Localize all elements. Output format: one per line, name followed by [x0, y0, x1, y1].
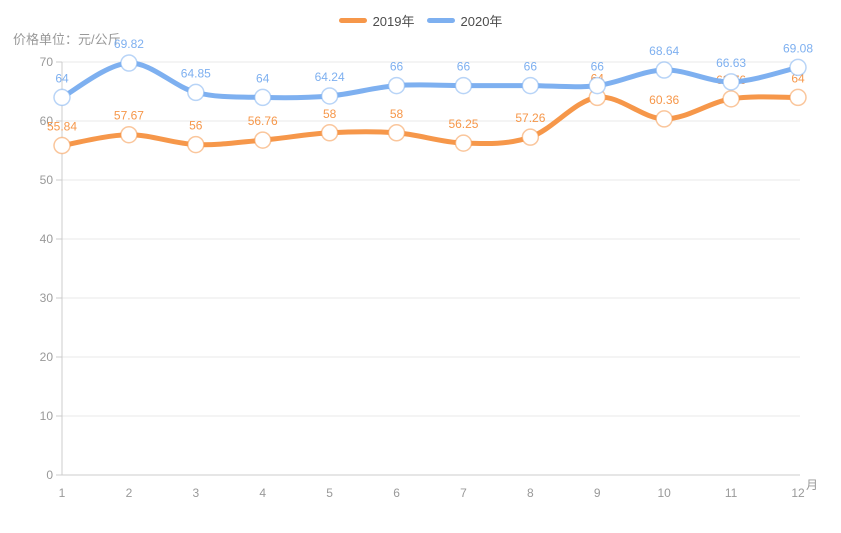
value-label: 66 [457, 60, 471, 74]
value-label: 69.08 [783, 41, 813, 55]
legend-item-2020年[interactable]: 2020年 [426, 11, 503, 30]
value-label: 64.24 [315, 70, 345, 84]
point-2019年-1[interactable] [53, 136, 71, 155]
x-axis-unit-label: 月 [806, 478, 819, 492]
y-axis-label: 20 [40, 350, 54, 364]
legend: 2019年 2020年 [0, 11, 841, 30]
point-2020年-8[interactable] [521, 76, 540, 95]
x-axis-label: 11 [725, 486, 738, 500]
point-2019年-2[interactable] [120, 125, 138, 144]
value-label: 55.84 [47, 120, 77, 134]
x-axis-label: 12 [791, 486, 805, 500]
y-axis-label: 30 [40, 291, 54, 305]
value-label: 66 [524, 60, 538, 74]
legend-marker [338, 18, 367, 23]
point-2019年-7[interactable] [454, 134, 473, 152]
value-label: 66.63 [716, 56, 746, 70]
value-label: 64 [55, 71, 69, 85]
point-2020年-4[interactable] [253, 88, 272, 107]
x-axis-label: 3 [192, 486, 199, 500]
value-label: 66 [591, 60, 605, 74]
point-2020年-9[interactable] [588, 76, 607, 95]
point-2020年-12[interactable] [789, 58, 807, 77]
x-axis-label: 7 [460, 486, 467, 500]
x-axis-label: 1 [59, 486, 66, 500]
y-axis-label: 50 [40, 173, 54, 187]
point-2020年-7[interactable] [454, 76, 473, 95]
x-axis-label: 2 [126, 486, 133, 500]
point-2019年-6[interactable] [387, 124, 406, 142]
legend-label: 2019年 [372, 14, 415, 29]
point-2020年-5[interactable] [320, 87, 339, 105]
x-axis-label: 8 [527, 486, 534, 500]
value-label: 57.26 [515, 111, 545, 125]
point-2020年-11[interactable] [722, 73, 740, 91]
value-label: 64 [256, 71, 270, 85]
value-label: 56.25 [448, 117, 478, 131]
series-2020年: 64 69.82 64.85 64 64.24 66 66 66 66 68.64 66.63 69.… [53, 37, 813, 107]
y-axis-label: 0 [46, 468, 53, 482]
point-2019年-11[interactable] [722, 90, 740, 108]
value-label: 69.82 [114, 37, 144, 51]
value-label: 57.67 [114, 109, 144, 123]
y-axis-label: 70 [40, 55, 54, 69]
series-line [59, 60, 801, 101]
point-2020年-1[interactable] [53, 88, 71, 107]
point-2020年-10[interactable] [655, 61, 673, 79]
x-axis-label: 4 [259, 486, 266, 500]
legend-item-2019年[interactable]: 2019年 [338, 11, 415, 30]
point-2019年-8[interactable] [521, 128, 540, 146]
point-2019年-10[interactable] [655, 110, 673, 128]
x-axis-label: 6 [393, 486, 400, 500]
point-2019年-5[interactable] [320, 124, 339, 142]
y-axis-label: 10 [40, 409, 54, 423]
x-axis-label: 5 [326, 486, 333, 500]
value-label: 58 [323, 107, 337, 121]
value-label: 68.64 [649, 44, 679, 58]
point-2020年-6[interactable] [387, 76, 406, 95]
y-axis-label: 60 [40, 114, 54, 128]
value-label: 56.76 [248, 114, 278, 128]
point-2020年-3[interactable] [187, 83, 205, 102]
point-2019年-4[interactable] [253, 131, 272, 149]
point-2019年-3[interactable] [187, 135, 205, 154]
legend-label: 2020年 [460, 14, 503, 29]
y-axis-label: 40 [40, 232, 54, 246]
point-2019年-12[interactable] [789, 88, 807, 107]
value-label: 56 [189, 119, 203, 133]
y-axis-unit-label: 价格单位：元/公斤 [13, 32, 121, 47]
x-axis-label: 9 [594, 486, 601, 500]
value-label: 60.36 [649, 93, 679, 107]
value-label: 66 [390, 60, 404, 74]
value-label: 64.85 [181, 66, 211, 80]
point-2020年-2[interactable] [120, 54, 138, 72]
x-axis-label: 10 [658, 486, 672, 500]
value-label: 58 [390, 107, 404, 121]
legend-marker [426, 18, 455, 23]
